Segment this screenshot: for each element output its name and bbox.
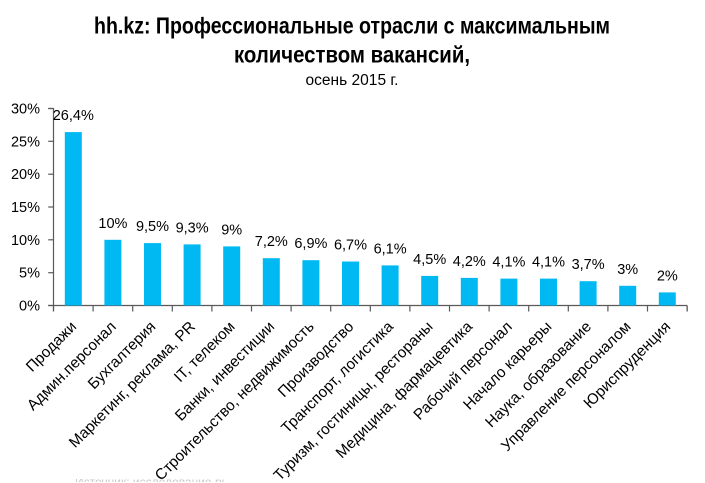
svg-text:26,4%: 26,4%	[53, 108, 94, 124]
svg-text:3%: 3%	[617, 262, 638, 278]
svg-text:4,2%: 4,2%	[453, 254, 486, 270]
svg-text:30%: 30%	[11, 102, 40, 118]
svg-text:15%: 15%	[11, 200, 40, 216]
svg-text:количеством вакансий,: количеством вакансий,	[234, 41, 470, 67]
svg-text:осень 2015 г.: осень 2015 г.	[306, 72, 399, 89]
svg-text:6,9%: 6,9%	[294, 236, 327, 252]
svg-text:6,7%: 6,7%	[334, 238, 367, 254]
svg-text:10%: 10%	[98, 216, 127, 232]
svg-text:3,7%: 3,7%	[572, 257, 605, 273]
svg-text:4,1%: 4,1%	[492, 255, 525, 271]
svg-text:25%: 25%	[11, 134, 40, 150]
svg-text:0%: 0%	[19, 299, 40, 315]
svg-text:2%: 2%	[657, 268, 678, 284]
svg-text:4,5%: 4,5%	[413, 252, 446, 268]
svg-text:20%: 20%	[11, 167, 40, 183]
svg-text:hh.kz: Профессиональные отрасл: hh.kz: Профессиональные отрасли с максим…	[94, 13, 610, 39]
svg-text:5%: 5%	[19, 266, 40, 282]
svg-text:4,1%: 4,1%	[532, 255, 565, 271]
svg-text:9,3%: 9,3%	[176, 220, 209, 236]
svg-text:7,2%: 7,2%	[255, 234, 288, 250]
svg-text:10%: 10%	[11, 233, 40, 249]
svg-text:6,1%: 6,1%	[374, 241, 407, 257]
svg-text:9%: 9%	[221, 222, 242, 238]
svg-text:9,5%: 9,5%	[136, 219, 169, 235]
